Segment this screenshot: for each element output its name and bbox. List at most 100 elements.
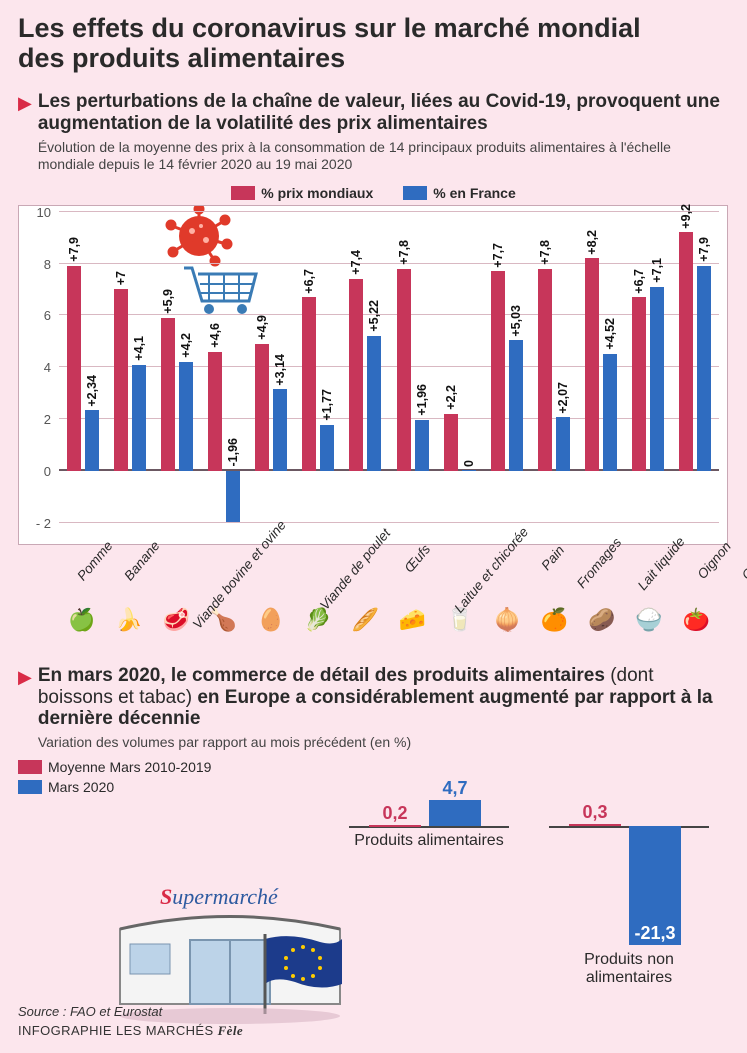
bar-france — [697, 266, 711, 471]
bar-value-france: +5,22 — [367, 300, 381, 332]
bar-group: +7,8+1,96 — [389, 214, 436, 536]
bar-group: +2,2 0 — [436, 214, 483, 536]
bar-value-france: +5,03 — [509, 305, 523, 337]
section2-description: Variation des volumes par rapport au moi… — [38, 734, 729, 751]
bar-group: +7,8+2,07 — [530, 214, 577, 536]
source-text: Source : FAO et Eurostat — [18, 1004, 162, 1019]
legend-item-france: % en France — [403, 185, 515, 201]
bar-group: +5,9 +4,2 — [153, 214, 200, 536]
bar-france — [320, 425, 334, 471]
bar-2020 — [429, 800, 481, 826]
bar-value-france: +4,2 — [179, 333, 193, 358]
section2-heading: ▶ En mars 2020, le commerce de détail de… — [18, 665, 729, 751]
section2-title: En mars 2020, le commerce de détail des … — [38, 665, 729, 731]
bar-value-france: +2,34 — [85, 375, 99, 407]
bullet-arrow-icon: ▶ — [18, 93, 32, 114]
bar-value-france: +3,14 — [273, 354, 287, 386]
bar-value-world: +9,2 — [679, 204, 693, 229]
bar-france — [367, 336, 381, 471]
svg-text:Supermarché: Supermarché — [160, 884, 279, 909]
bar-value-world: +5,9 — [161, 289, 175, 314]
bar-world — [444, 414, 458, 471]
bar-value-world: +7,8 — [397, 240, 411, 265]
section1-description: Évolution de la moyenne des prix à la co… — [38, 139, 729, 173]
bar-group: +6,7 +1,77 — [295, 214, 342, 536]
chart1-categories: PommeBananeViande bovine et ovineViande … — [18, 545, 728, 613]
bar-value-world: +7 — [114, 271, 128, 285]
bar-avg — [569, 824, 621, 826]
section1-heading: ▶ Les perturbations de la chaîne de vale… — [18, 91, 729, 172]
bar-world — [161, 318, 175, 471]
chart1-legend: % prix mondiaux % en France — [18, 185, 729, 201]
category-icon: 🍌 — [105, 607, 152, 633]
y-tick-label: 0 — [21, 464, 51, 479]
chart1-plot: - 20246810+7,9+2,34+7+4,1+5,9+4,2+4,6-1,… — [18, 205, 728, 545]
bar-value-world: +6,7 — [302, 269, 316, 294]
bar-value-world: +2,2 — [444, 385, 458, 410]
bar-france — [226, 471, 240, 522]
gridline — [59, 211, 719, 212]
y-tick-label: 4 — [21, 360, 51, 375]
chart2-group: 0,24,7Produits alimentaires — [349, 788, 509, 998]
bar-value-world: +7,7 — [491, 243, 505, 268]
bar-group: +7,4+5,22 — [342, 214, 389, 536]
bar-world — [538, 269, 552, 471]
bar-value-france: +2,07 — [556, 382, 570, 414]
bar-world — [632, 297, 646, 471]
bar-value-world: +4,6 — [208, 323, 222, 348]
legend-swatch-blue — [403, 186, 427, 200]
category-icon: 🍊 — [531, 607, 578, 633]
bar-france — [556, 417, 570, 471]
bar-value-france: 0 — [462, 460, 476, 467]
section1-title: Les perturbations de la chaîne de valeur… — [38, 91, 729, 135]
page-title: Les effets du coronavirus sur le marché … — [18, 14, 729, 73]
bar-value-world: +8,2 — [585, 230, 599, 255]
bar-france — [273, 389, 287, 470]
bar-france — [650, 287, 664, 471]
legend-item-world: % prix mondiaux — [231, 185, 373, 201]
bar-france — [85, 410, 99, 471]
legend-swatch-red — [18, 760, 42, 774]
value-2020: -21,3 — [625, 923, 685, 944]
y-tick-label: 10 — [21, 205, 51, 220]
bar-france — [415, 420, 429, 471]
bar-value-france: +4,1 — [132, 336, 146, 361]
category-icon: 🧀 — [389, 607, 436, 633]
bar-value-france: +7,9 — [697, 237, 711, 262]
bar-group: +6,7 +7,1 — [625, 214, 672, 536]
bar-value-france: +7,1 — [650, 258, 664, 283]
y-tick-label: 2 — [21, 412, 51, 427]
bar-france — [179, 362, 193, 471]
bar-value-world: +7,9 — [67, 237, 81, 262]
bar-group: +4,9 +3,14 — [248, 214, 295, 536]
bar-world — [255, 344, 269, 471]
bar-value-world: +4,9 — [255, 315, 269, 340]
value-avg: 0,3 — [565, 802, 625, 823]
bar-france — [462, 470, 476, 471]
category-icon: 🍏 — [58, 607, 105, 633]
value-avg: 0,2 — [365, 803, 425, 824]
legend-swatch-blue — [18, 780, 42, 794]
bar-world — [679, 232, 693, 470]
bar-world — [491, 271, 505, 471]
bullet-arrow-icon: ▶ — [18, 667, 32, 688]
chart2-category-label: Produits alimentaires — [349, 832, 509, 850]
bar-group: +7,7 +5,03 — [483, 214, 530, 536]
value-2020: 4,7 — [425, 778, 485, 799]
bar-value-france: +1,77 — [320, 389, 334, 421]
legend-swatch-red — [231, 186, 255, 200]
bar-world — [349, 279, 363, 471]
bar-world — [114, 289, 128, 470]
bar-avg — [369, 825, 421, 827]
y-tick-label: 8 — [21, 257, 51, 272]
bar-group: +8,2+4,52 — [578, 214, 625, 536]
bar-value-world: +6,7 — [632, 269, 646, 294]
bar-world — [208, 352, 222, 471]
y-tick-label: - 2 — [21, 516, 51, 531]
chart2-group: 0,3-21,3Produits non alimentaires — [549, 788, 709, 998]
bar-value-france: -1,96 — [226, 438, 240, 467]
bar-france — [509, 340, 523, 470]
bar-group: +9,2+7,9 — [672, 214, 719, 536]
bar-world — [67, 266, 81, 471]
bar-world — [302, 297, 316, 471]
